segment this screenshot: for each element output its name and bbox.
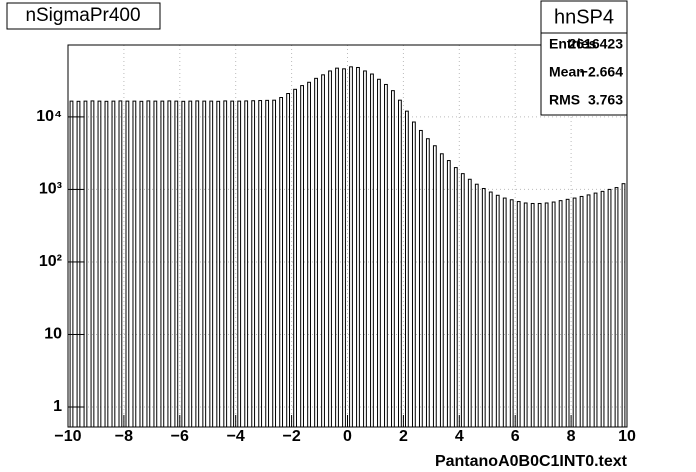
y-tick-label: 10² bbox=[39, 253, 62, 270]
y-tick-label: 10 bbox=[44, 326, 62, 343]
stats-title: hnSP4 bbox=[554, 6, 614, 28]
x-tick-label: 10 bbox=[618, 428, 636, 445]
stats-value: 2616423 bbox=[568, 36, 623, 52]
stats-value: −2.664 bbox=[580, 64, 623, 80]
y-tick-label: 10⁴ bbox=[36, 108, 62, 125]
x-tick-label: −4 bbox=[227, 428, 245, 445]
x-tick-label: 8 bbox=[567, 428, 576, 445]
chart-title: nSigmaPr400 bbox=[25, 5, 140, 26]
y-tick-label: 1 bbox=[53, 398, 62, 415]
stats-value: 3.763 bbox=[588, 92, 623, 108]
x-axis-label: PantanoA0B0C1INT0.text bbox=[435, 453, 628, 470]
stats-label: RMS bbox=[549, 92, 580, 108]
x-tick-label: −2 bbox=[282, 428, 300, 445]
stats-box bbox=[540, 0, 628, 116]
x-tick-label: −8 bbox=[115, 428, 133, 445]
title-box bbox=[6, 2, 161, 30]
x-tick-label: 6 bbox=[511, 428, 520, 445]
stats-label: Mean bbox=[549, 64, 585, 80]
plot-frame bbox=[67, 44, 628, 428]
y-tick-label: 10³ bbox=[39, 181, 62, 198]
x-tick-label: 2 bbox=[399, 428, 408, 445]
x-tick-label: −6 bbox=[171, 428, 189, 445]
x-tick-label: 4 bbox=[455, 428, 464, 445]
stats-label: Entries bbox=[549, 36, 597, 52]
x-tick-label: −10 bbox=[54, 428, 81, 445]
x-tick-label: 0 bbox=[343, 428, 352, 445]
